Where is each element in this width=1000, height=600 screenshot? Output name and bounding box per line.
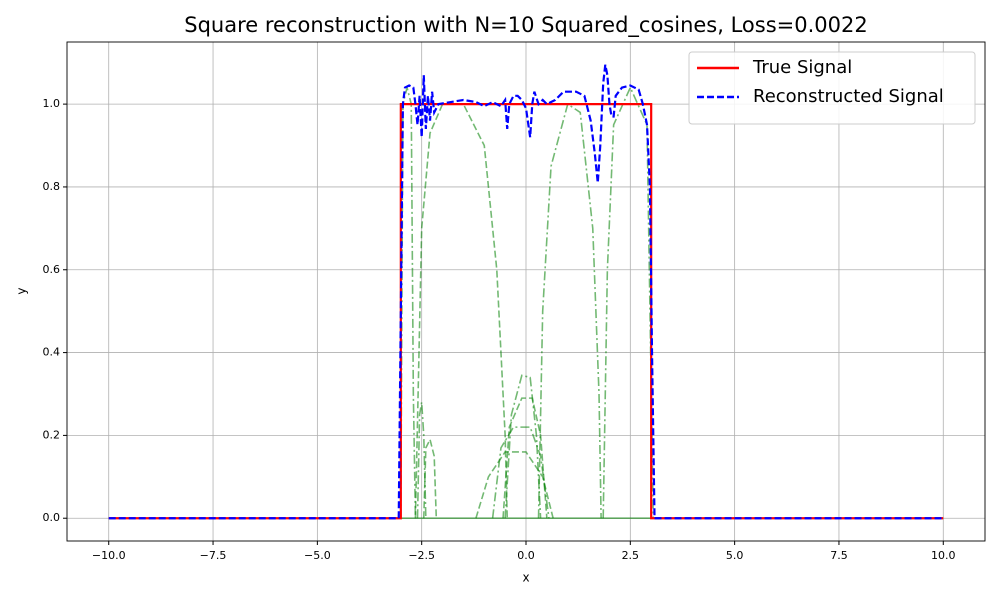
series-line	[502, 397, 548, 519]
x-tick-label: −10.0	[92, 549, 126, 562]
y-tick-label: 1.0	[43, 97, 61, 110]
series-line	[602, 85, 655, 519]
x-tick-label: 0.0	[517, 549, 535, 562]
series-line	[537, 102, 602, 519]
y-tick-label: 0.2	[43, 428, 61, 441]
x-tick-label: 10.0	[931, 549, 956, 562]
y-axis-label: y	[15, 287, 29, 294]
legend-label: Reconstructed Signal	[753, 86, 944, 107]
x-tick-label: −2.5	[408, 549, 435, 562]
series-line	[108, 64, 944, 520]
plot-frame	[66, 41, 986, 542]
x-tick-label: 2.5	[622, 549, 640, 562]
y-tick-label: 0.6	[43, 263, 61, 276]
series-line	[475, 451, 554, 519]
series-line	[414, 103, 509, 519]
legend-box	[688, 51, 976, 125]
series-line	[416, 402, 427, 519]
series-line	[422, 437, 438, 519]
chart-title: Square reconstruction with N=10 Squared_…	[184, 13, 867, 38]
x-tick-label: 7.5	[830, 549, 848, 562]
x-tick-label: −7.5	[200, 549, 227, 562]
legend-label: True Signal	[752, 57, 852, 78]
x-axis-label: x	[522, 571, 529, 585]
y-tick-label: 0.8	[43, 180, 61, 193]
y-tick-label: 0.0	[43, 511, 61, 524]
x-tick-label: −5.0	[304, 549, 331, 562]
y-tick-label: 0.4	[43, 346, 61, 359]
x-tick-label: 5.0	[726, 549, 744, 562]
